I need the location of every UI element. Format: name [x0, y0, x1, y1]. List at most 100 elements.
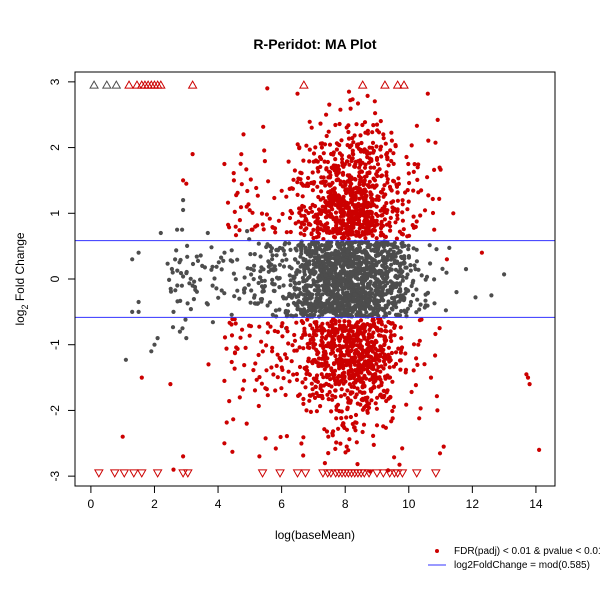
point-nonsignificant: [351, 306, 356, 312]
point-nonsignificant: [219, 267, 224, 272]
point-significant: [381, 388, 386, 393]
point-nonsignificant: [372, 295, 377, 301]
point-nonsignificant: [192, 279, 197, 284]
point-significant: [374, 361, 379, 366]
point-nonsignificant: [175, 283, 180, 288]
point-significant: [271, 372, 276, 377]
point-significant: [316, 362, 321, 367]
point-nonsignificant: [386, 299, 391, 304]
point-significant: [359, 169, 364, 174]
point-significant: [374, 172, 379, 177]
point-significant: [374, 236, 379, 241]
point-significant: [349, 156, 354, 162]
point-significant: [330, 433, 335, 438]
point-nonsignificant: [235, 288, 240, 293]
point-significant: [328, 230, 333, 235]
clipped-point-down: [430, 469, 441, 478]
point-significant: [371, 323, 376, 328]
point-significant: [396, 181, 401, 186]
point-significant: [230, 449, 235, 454]
point-nonsignificant: [375, 269, 380, 274]
point-significant: [275, 375, 280, 380]
point-significant: [362, 384, 367, 389]
point-significant: [354, 321, 359, 327]
point-significant: [351, 186, 357, 191]
point-significant: [426, 193, 431, 198]
point-significant: [337, 323, 342, 328]
clipped-point-down: [182, 469, 193, 478]
point-significant: [426, 138, 431, 143]
point-nonsignificant: [412, 263, 417, 268]
point-nonsignificant: [210, 283, 215, 288]
point-nonsignificant: [383, 313, 389, 318]
y-tick-label: -1: [48, 339, 62, 350]
point-nonsignificant: [249, 288, 254, 293]
point-significant: [290, 186, 295, 191]
point-significant: [380, 213, 385, 218]
point-significant: [377, 358, 382, 363]
point-significant: [355, 462, 360, 467]
point-nonsignificant: [385, 281, 390, 286]
point-significant: [338, 107, 343, 112]
point-nonsignificant: [341, 278, 346, 283]
point-nonsignificant: [314, 292, 319, 297]
point-significant: [417, 338, 422, 343]
point-significant: [337, 361, 342, 366]
point-significant: [379, 322, 384, 327]
point-significant: [346, 236, 351, 242]
point-significant: [389, 158, 394, 164]
point-nonsignificant: [323, 266, 329, 271]
point-significant: [410, 223, 415, 228]
point-significant: [319, 189, 324, 194]
point-significant: [360, 407, 365, 412]
point-significant: [319, 339, 324, 344]
point-significant: [297, 206, 302, 211]
point-significant: [378, 119, 383, 124]
point-significant: [392, 333, 397, 338]
point-significant: [355, 386, 360, 391]
point-significant: [362, 323, 368, 329]
point-nonsignificant: [221, 258, 226, 263]
point-nonsignificant: [325, 252, 330, 257]
point-significant: [264, 343, 269, 348]
x-axis-label: log(baseMean): [275, 528, 355, 542]
point-significant: [382, 342, 387, 347]
point-nonsignificant: [349, 288, 354, 294]
point-nonsignificant: [252, 293, 257, 298]
point-significant: [231, 178, 236, 183]
point-significant: [260, 349, 265, 354]
point-significant: [238, 161, 243, 166]
point-nonsignificant: [252, 252, 257, 257]
point-nonsignificant: [314, 279, 320, 284]
point-significant: [181, 178, 186, 183]
point-significant: [272, 328, 277, 334]
point-nonsignificant: [355, 250, 360, 255]
point-significant: [297, 145, 302, 150]
point-significant: [319, 145, 324, 150]
point-nonsignificant: [311, 258, 316, 263]
point-significant: [315, 159, 320, 164]
point-significant: [311, 341, 316, 346]
point-significant: [309, 209, 315, 214]
point-significant: [269, 365, 274, 370]
point-nonsignificant: [175, 227, 180, 232]
point-significant: [373, 351, 378, 356]
point-significant: [334, 404, 339, 409]
point-nonsignificant: [265, 303, 270, 308]
point-nonsignificant: [399, 309, 404, 314]
point-significant: [368, 190, 373, 195]
point-significant: [300, 320, 306, 326]
point-significant: [344, 415, 349, 420]
point-significant: [256, 352, 261, 358]
point-significant: [418, 406, 423, 411]
point-significant: [349, 222, 355, 227]
point-significant: [222, 441, 227, 446]
clipped-point-up: [380, 80, 390, 89]
point-significant: [338, 350, 344, 355]
point-nonsignificant: [364, 310, 369, 315]
point-nonsignificant: [315, 304, 320, 309]
point-nonsignificant: [184, 269, 189, 275]
point-significant: [383, 324, 388, 329]
point-nonsignificant: [123, 357, 128, 362]
point-significant: [324, 214, 329, 219]
